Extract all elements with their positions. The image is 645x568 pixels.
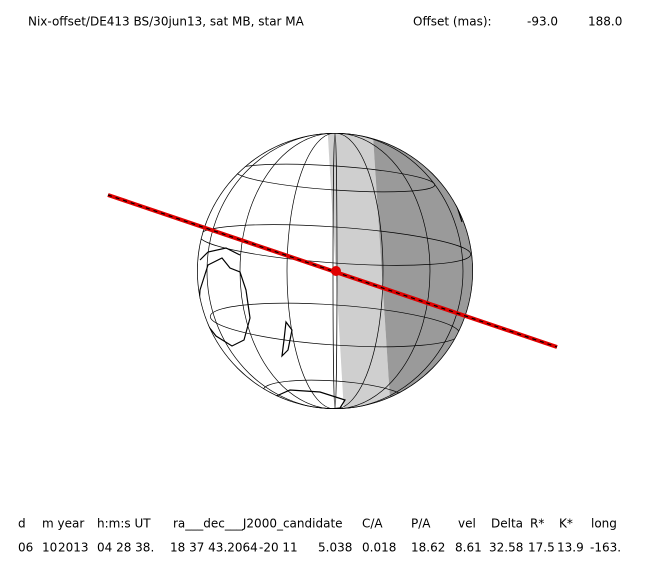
- table-cell: 2013: [58, 541, 89, 555]
- table-cell: 04 28 38.: [97, 541, 154, 555]
- column-header: d: [18, 517, 26, 531]
- table-cell: 32.58: [489, 541, 523, 555]
- table-cell: 13.9: [557, 541, 584, 555]
- shadow-centerline: [107, 194, 558, 348]
- event-table: d m year h:m:s UT ra___dec___J2000_candidat…: [18, 517, 621, 555]
- column-header: long: [591, 517, 617, 531]
- column-header: h:m:s UT: [97, 517, 151, 531]
- offset-x: -93.0: [527, 15, 558, 29]
- table-cell: 06: [18, 541, 33, 555]
- header: Nix-offset/DE413 BS/30jun13, sat MB, sta…: [28, 15, 622, 29]
- column-header: K*: [559, 517, 573, 531]
- table-cell: 18 37 43.2064: [170, 541, 258, 555]
- offset-label: Offset (mas):: [413, 15, 492, 29]
- table-cell: -20 11: [259, 541, 298, 555]
- table-cell: 5.038: [318, 541, 352, 555]
- table-cell: 0.018: [362, 541, 396, 555]
- occultation-track: [107, 193, 558, 349]
- title: Nix-offset/DE413 BS/30jun13, sat MB, sta…: [28, 15, 305, 29]
- table-cell: -163.: [590, 541, 621, 555]
- table-cell: 18.62: [411, 541, 445, 555]
- offset-y: 188.0: [588, 15, 622, 29]
- column-header: vel: [458, 517, 476, 531]
- table-cell: 8.61: [455, 541, 482, 555]
- column-header: R*: [530, 517, 544, 531]
- column-header: P/A: [411, 517, 431, 531]
- column-header: ra___dec___J2000_candidate: [173, 517, 343, 531]
- column-header: m year: [42, 517, 84, 531]
- column-header: C/A: [362, 517, 383, 531]
- column-header: Delta: [491, 517, 523, 531]
- table-cell: 10: [42, 541, 57, 555]
- closest-approach: [331, 266, 341, 276]
- table-cell: 17.5: [528, 541, 555, 555]
